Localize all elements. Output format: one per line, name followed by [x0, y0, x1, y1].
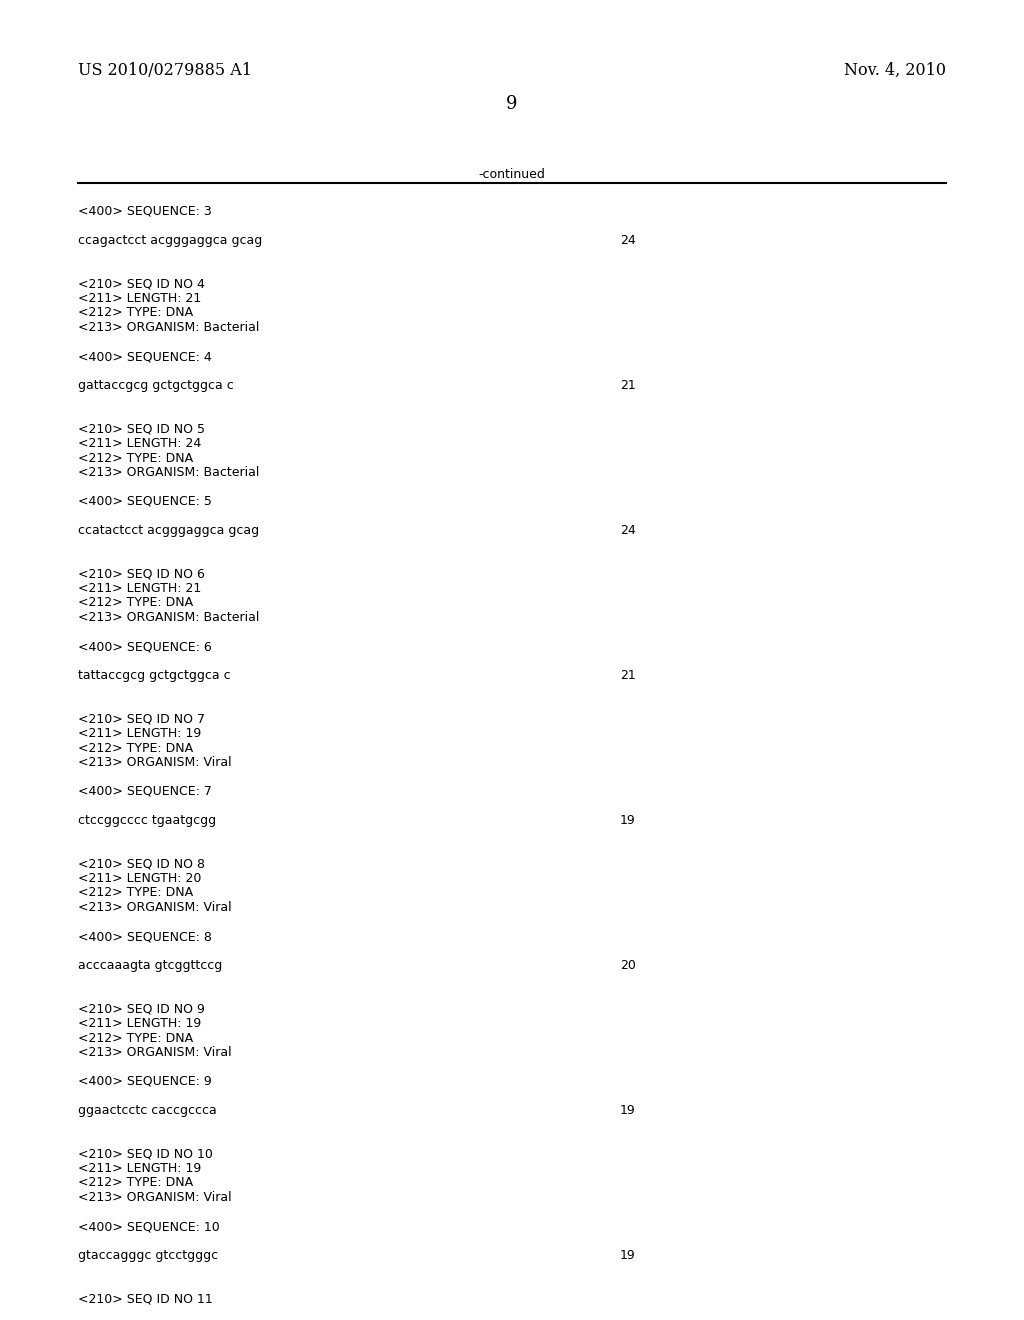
Text: <211> LENGTH: 24: <211> LENGTH: 24: [78, 437, 202, 450]
Text: <210> SEQ ID NO 11: <210> SEQ ID NO 11: [78, 1292, 213, 1305]
Text: <213> ORGANISM: Viral: <213> ORGANISM: Viral: [78, 1191, 231, 1204]
Text: 21: 21: [620, 669, 636, 682]
Text: <400> SEQUENCE: 5: <400> SEQUENCE: 5: [78, 495, 212, 508]
Text: 21: 21: [620, 379, 636, 392]
Text: <210> SEQ ID NO 10: <210> SEQ ID NO 10: [78, 1147, 213, 1160]
Text: ccatactcct acgggaggca gcag: ccatactcct acgggaggca gcag: [78, 524, 259, 537]
Text: <400> SEQUENCE: 3: <400> SEQUENCE: 3: [78, 205, 212, 218]
Text: <212> TYPE: DNA: <212> TYPE: DNA: [78, 306, 194, 319]
Text: <211> LENGTH: 19: <211> LENGTH: 19: [78, 727, 202, 741]
Text: <210> SEQ ID NO 6: <210> SEQ ID NO 6: [78, 568, 205, 581]
Text: <210> SEQ ID NO 5: <210> SEQ ID NO 5: [78, 422, 205, 436]
Text: 19: 19: [620, 814, 636, 828]
Text: <212> TYPE: DNA: <212> TYPE: DNA: [78, 742, 194, 755]
Text: <213> ORGANISM: Bacterial: <213> ORGANISM: Bacterial: [78, 321, 259, 334]
Text: <400> SEQUENCE: 8: <400> SEQUENCE: 8: [78, 931, 212, 942]
Text: US 2010/0279885 A1: US 2010/0279885 A1: [78, 62, 252, 79]
Text: <400> SEQUENCE: 10: <400> SEQUENCE: 10: [78, 1220, 220, 1233]
Text: <212> TYPE: DNA: <212> TYPE: DNA: [78, 1031, 194, 1044]
Text: <400> SEQUENCE: 6: <400> SEQUENCE: 6: [78, 640, 212, 653]
Text: <400> SEQUENCE: 7: <400> SEQUENCE: 7: [78, 785, 212, 799]
Text: <211> LENGTH: 19: <211> LENGTH: 19: [78, 1162, 202, 1175]
Text: ctccggcccc tgaatgcgg: ctccggcccc tgaatgcgg: [78, 814, 216, 828]
Text: <213> ORGANISM: Bacterial: <213> ORGANISM: Bacterial: [78, 611, 259, 624]
Text: <210> SEQ ID NO 7: <210> SEQ ID NO 7: [78, 713, 205, 726]
Text: 20: 20: [620, 960, 636, 972]
Text: <212> TYPE: DNA: <212> TYPE: DNA: [78, 451, 194, 465]
Text: <210> SEQ ID NO 9: <210> SEQ ID NO 9: [78, 1002, 205, 1015]
Text: <213> ORGANISM: Viral: <213> ORGANISM: Viral: [78, 756, 231, 770]
Text: <211> LENGTH: 19: <211> LENGTH: 19: [78, 1016, 202, 1030]
Text: <400> SEQUENCE: 9: <400> SEQUENCE: 9: [78, 1074, 212, 1088]
Text: ccagactcct acgggaggca gcag: ccagactcct acgggaggca gcag: [78, 234, 262, 247]
Text: gtaccagggc gtcctgggc: gtaccagggc gtcctgggc: [78, 1249, 218, 1262]
Text: acccaaagta gtcggttccg: acccaaagta gtcggttccg: [78, 960, 222, 972]
Text: <213> ORGANISM: Viral: <213> ORGANISM: Viral: [78, 1045, 231, 1059]
Text: <213> ORGANISM: Bacterial: <213> ORGANISM: Bacterial: [78, 466, 259, 479]
Text: <212> TYPE: DNA: <212> TYPE: DNA: [78, 887, 194, 899]
Text: <211> LENGTH: 21: <211> LENGTH: 21: [78, 292, 202, 305]
Text: <210> SEQ ID NO 8: <210> SEQ ID NO 8: [78, 858, 205, 870]
Text: <211> LENGTH: 20: <211> LENGTH: 20: [78, 873, 202, 884]
Text: ggaactcctc caccgccca: ggaactcctc caccgccca: [78, 1104, 217, 1117]
Text: tattaccgcg gctgctggca c: tattaccgcg gctgctggca c: [78, 669, 230, 682]
Text: <211> LENGTH: 21: <211> LENGTH: 21: [78, 582, 202, 595]
Text: 19: 19: [620, 1249, 636, 1262]
Text: 19: 19: [620, 1104, 636, 1117]
Text: <212> TYPE: DNA: <212> TYPE: DNA: [78, 597, 194, 610]
Text: 24: 24: [620, 524, 636, 537]
Text: <400> SEQUENCE: 4: <400> SEQUENCE: 4: [78, 350, 212, 363]
Text: <213> ORGANISM: Viral: <213> ORGANISM: Viral: [78, 902, 231, 913]
Text: gattaccgcg gctgctggca c: gattaccgcg gctgctggca c: [78, 379, 233, 392]
Text: 9: 9: [506, 95, 518, 114]
Text: Nov. 4, 2010: Nov. 4, 2010: [844, 62, 946, 79]
Text: <210> SEQ ID NO 4: <210> SEQ ID NO 4: [78, 277, 205, 290]
Text: 24: 24: [620, 234, 636, 247]
Text: <212> TYPE: DNA: <212> TYPE: DNA: [78, 1176, 194, 1189]
Text: -continued: -continued: [478, 168, 546, 181]
